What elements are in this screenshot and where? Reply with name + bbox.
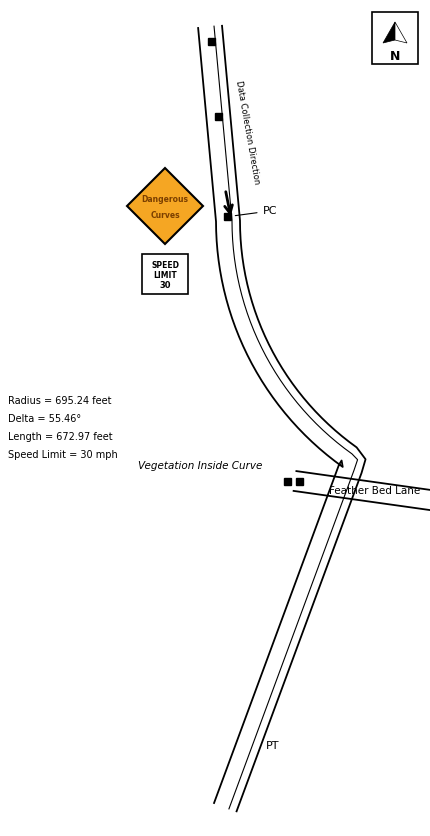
Polygon shape	[127, 168, 203, 244]
Bar	[224, 212, 231, 220]
Polygon shape	[395, 22, 407, 43]
Polygon shape	[383, 22, 395, 43]
Bar	[215, 113, 222, 120]
Text: Dangerous: Dangerous	[141, 196, 188, 205]
Bar	[208, 38, 215, 44]
Text: 30: 30	[159, 281, 171, 289]
Text: Delta = 55.46°: Delta = 55.46°	[8, 414, 81, 424]
Text: Speed Limit = 30 mph: Speed Limit = 30 mph	[8, 450, 118, 460]
Text: Radius = 695.24 feet: Radius = 695.24 feet	[8, 396, 111, 406]
Text: N: N	[390, 49, 400, 63]
Bar	[283, 477, 291, 485]
Text: Curves: Curves	[150, 211, 180, 220]
Text: Feather Bed Lane: Feather Bed Lane	[329, 486, 421, 496]
Text: Vegetation Inside Curve: Vegetation Inside Curve	[138, 461, 262, 471]
Text: SPEED: SPEED	[151, 262, 179, 271]
Text: Length = 672.97 feet: Length = 672.97 feet	[8, 432, 113, 442]
Bar	[372, 12, 418, 64]
Text: PT: PT	[266, 741, 280, 751]
Bar	[295, 477, 302, 485]
Text: LIMIT: LIMIT	[153, 271, 177, 279]
Bar	[142, 254, 188, 294]
Text: PC: PC	[235, 206, 277, 216]
Text: Data Collection Direction: Data Collection Direction	[234, 80, 261, 186]
